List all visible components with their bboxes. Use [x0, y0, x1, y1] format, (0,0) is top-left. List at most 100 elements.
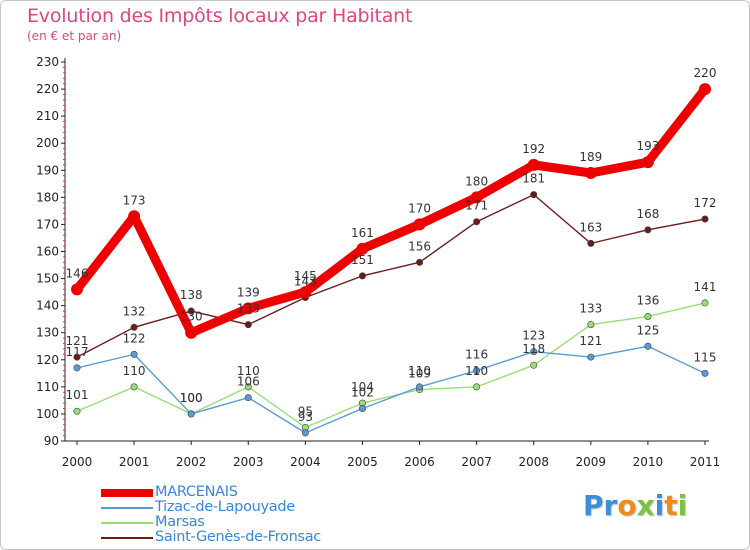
data-point-saint-genes-de-fronsac	[187, 307, 195, 315]
data-point-marsas	[587, 321, 595, 329]
data-label-saint-genes-de-fronsac: 168	[636, 207, 659, 221]
data-label-marsas: 141	[694, 280, 717, 294]
data-point-marsas	[73, 407, 81, 415]
x-tick-label: 2004	[290, 455, 321, 469]
data-label-marcenais: 192	[522, 142, 545, 156]
data-point-tizac-de-lapouyade	[73, 364, 81, 372]
data-point-tizac-de-lapouyade	[587, 353, 595, 361]
data-point-saint-genes-de-fronsac	[530, 191, 538, 199]
y-tick-label: 120	[36, 353, 59, 367]
y-tick-label: 90	[44, 434, 59, 448]
series-line-marcenais	[72, 84, 710, 338]
data-label-marcenais: 173	[123, 193, 146, 207]
legend-swatch-tizac	[101, 507, 153, 509]
data-label-marcenais: 161	[351, 226, 374, 240]
data-point-marcenais	[356, 242, 369, 255]
data-label-tizac-de-lapouyade: 100	[180, 391, 203, 405]
y-tick-label: 130	[36, 326, 59, 340]
y-tick-label: 230	[36, 55, 59, 69]
legend-swatch-marcenais	[101, 489, 153, 497]
data-point-marcenais	[242, 302, 255, 315]
series-line-tizac-de-lapouyade	[76, 345, 706, 434]
data-label-marcenais: 146	[66, 266, 89, 280]
data-label-tizac-de-lapouyade: 125	[636, 323, 659, 337]
data-point-tizac-de-lapouyade	[301, 429, 309, 437]
data-label-marcenais: 193	[636, 139, 659, 153]
data-point-saint-genes-de-fronsac	[587, 239, 595, 247]
logo-letter: r	[603, 489, 618, 522]
x-tick-label: 2010	[633, 455, 664, 469]
data-point-tizac-de-lapouyade	[130, 350, 138, 358]
legend-label-tizac: Tizac-de-Lapouyade	[155, 499, 295, 515]
logo-letter: P	[583, 489, 604, 522]
data-point-saint-genes-de-fronsac	[701, 215, 709, 223]
data-label-saint-genes-de-fronsac: 132	[123, 304, 146, 318]
logo-letter: t	[664, 489, 678, 522]
data-label-marcenais: 189	[579, 150, 602, 164]
y-tick-label: 210	[36, 109, 59, 123]
data-point-saint-genes-de-fronsac	[416, 258, 424, 266]
data-label-marsas: 136	[636, 293, 659, 307]
y-tick-label: 140	[36, 299, 59, 313]
y-tick-label: 110	[36, 380, 59, 394]
data-label-marsas: 104	[351, 380, 374, 394]
y-tick-label: 180	[36, 190, 59, 204]
data-label-tizac-de-lapouyade: 93	[298, 410, 313, 424]
data-point-saint-genes-de-fronsac	[358, 272, 366, 280]
data-point-marcenais	[470, 191, 483, 204]
data-point-saint-genes-de-fronsac	[644, 226, 652, 234]
y-tick-label: 200	[36, 136, 59, 150]
data-label-tizac-de-lapouyade: 121	[579, 334, 602, 348]
data-label-marsas: 110	[465, 364, 488, 378]
data-point-saint-genes-de-fronsac	[473, 218, 481, 226]
data-label-saint-genes-de-fronsac: 151	[351, 253, 374, 267]
series-line-marsas	[76, 302, 706, 429]
data-point-marsas	[644, 312, 652, 320]
data-point-marsas	[473, 383, 481, 391]
x-tick-label: 2001	[119, 455, 150, 469]
data-label-saint-genes-de-fronsac: 172	[694, 196, 717, 210]
data-point-marcenais	[128, 210, 141, 223]
data-point-marcenais	[71, 283, 83, 296]
data-label-tizac-de-lapouyade: 102	[351, 386, 374, 400]
logo-letter: i	[654, 489, 665, 522]
legend-label-saint-genes: Saint-Genès-de-Fronsac	[155, 529, 321, 545]
data-point-tizac-de-lapouyade	[358, 405, 366, 413]
legend-label-marsas: Marsas	[155, 514, 205, 530]
data-point-marsas	[244, 383, 252, 391]
legend-label-marcenais: MARCENAIS	[155, 484, 238, 500]
x-tick-label: 2007	[461, 455, 492, 469]
series-line-saint-genes-de-fronsac	[76, 193, 706, 358]
data-label-tizac-de-lapouyade: 123	[522, 329, 545, 343]
chart-title: Evolution des Impôts locaux par Habitant	[27, 5, 413, 27]
data-label-saint-genes-de-fronsac: 121	[66, 334, 89, 348]
data-point-marcenais	[527, 158, 540, 171]
data-label-saint-genes-de-fronsac: 138	[180, 288, 203, 302]
data-label-marsas: 95	[298, 404, 313, 418]
data-point-tizac-de-lapouyade	[187, 410, 195, 418]
y-tick-label: 170	[36, 217, 59, 231]
logo-letter: o	[617, 489, 637, 522]
legend-swatch-saint-genes	[101, 537, 153, 539]
data-label-tizac-de-lapouyade: 106	[237, 375, 260, 389]
data-point-marcenais	[185, 326, 198, 339]
series-lines	[71, 83, 711, 437]
data-point-tizac-de-lapouyade	[416, 383, 424, 391]
data-label-tizac-de-lapouyade: 117	[66, 345, 89, 359]
data-label-tizac-de-lapouyade: 116	[465, 348, 488, 362]
x-tick-label: 2008	[518, 455, 549, 469]
data-point-marsas	[530, 361, 538, 369]
x-tick-label: 2011	[690, 455, 721, 469]
y-tick-label: 220	[36, 82, 59, 96]
data-label-marsas: 101	[66, 388, 89, 402]
data-label-marcenais: 145	[294, 269, 317, 283]
x-tick-label: 2005	[347, 455, 378, 469]
data-point-marcenais	[699, 83, 711, 96]
data-point-saint-genes-de-fronsac	[130, 323, 138, 331]
data-point-saint-genes-de-fronsac	[244, 321, 252, 329]
data-label-marcenais: 139	[237, 285, 260, 299]
x-tick-label: 2003	[233, 455, 264, 469]
data-point-marcenais	[413, 218, 426, 231]
data-label-marsas: 100	[180, 391, 203, 405]
